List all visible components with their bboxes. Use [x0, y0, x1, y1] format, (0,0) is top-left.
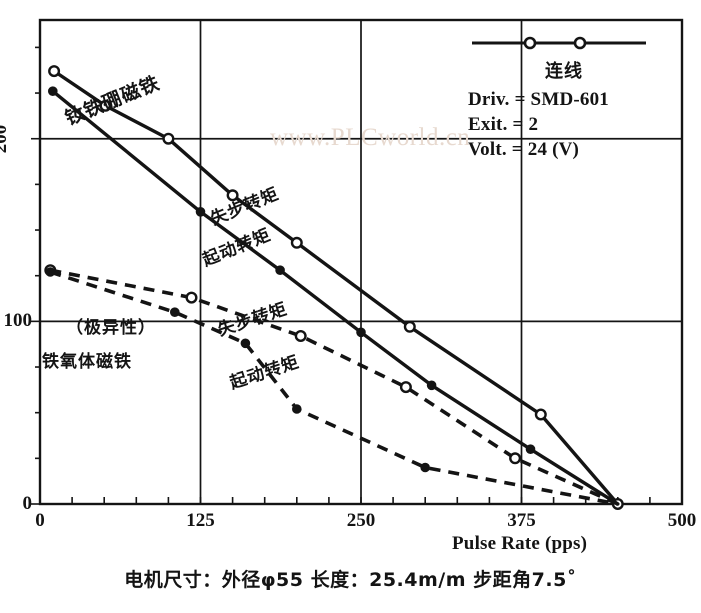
data-point-marker: [290, 236, 303, 249]
x-tick-label: 0: [35, 510, 45, 531]
legend-row-voltage: Volt. = 24 (V): [468, 139, 580, 161]
data-point-marker: [525, 444, 536, 455]
legend-row-driver: Driv. = SMD-601: [468, 89, 610, 110]
legend-series-label: 连线: [545, 61, 583, 82]
data-point-marker: [48, 65, 61, 78]
figure-caption: 电机尺寸：外径φ55 长度：25.4m/m 步距角7.5˚: [124, 569, 577, 591]
data-point-marker: [170, 307, 180, 318]
data-point-marker: [399, 381, 412, 394]
legend-row-excitation: Exit. = 2: [468, 114, 539, 136]
legend: 连线 Driv. = SMD-601 Exit. = 2 Volt. = 24 …: [468, 30, 678, 162]
legend-sample-line: [468, 30, 678, 56]
data-point-marker: [240, 338, 251, 349]
annotation-ferrite-magnet: 铁氧体磁铁: [42, 352, 132, 372]
x-tick-label: 500: [667, 510, 697, 531]
series-line-3: [49, 270, 619, 506]
annotation-ferrite-anisotropic: （极异性）: [66, 318, 156, 338]
data-point-marker: [99, 99, 112, 112]
data-point-marker: [509, 452, 522, 465]
legend-line-icon: [472, 36, 646, 50]
legend-parameter-list: Driv. = SMD-601 Exit. = 2 Volt. = 24 (V): [468, 87, 678, 162]
data-point-marker: [356, 327, 366, 338]
data-point-marker: [162, 132, 175, 145]
data-point-marker: [292, 404, 302, 414]
y-tick-label: 200: [0, 124, 11, 153]
x-tick-label: 375: [507, 510, 536, 531]
data-point-marker: [185, 291, 198, 304]
series-line-0: [52, 69, 620, 506]
watermark-text: www.PLCworld.cn: [270, 124, 471, 151]
data-point-marker: [403, 320, 416, 333]
data-point-marker: [534, 408, 547, 421]
x-tick-label: 250: [346, 510, 376, 531]
data-point-marker: [226, 189, 239, 202]
x-tick-label: 125: [186, 510, 215, 531]
x-axis-title: Pulse Rate (pps): [452, 533, 588, 554]
data-point-marker: [45, 267, 56, 277]
data-point-marker: [275, 265, 285, 276]
data-point-marker: [420, 462, 431, 473]
series-line-2: [49, 268, 619, 506]
data-point-marker: [426, 380, 437, 391]
y-tick-label: 0: [22, 493, 33, 514]
data-point-marker: [48, 86, 58, 96]
data-point-marker: [195, 207, 206, 217]
y-tick-label: 100: [3, 310, 33, 332]
data-point-marker: [294, 330, 307, 343]
